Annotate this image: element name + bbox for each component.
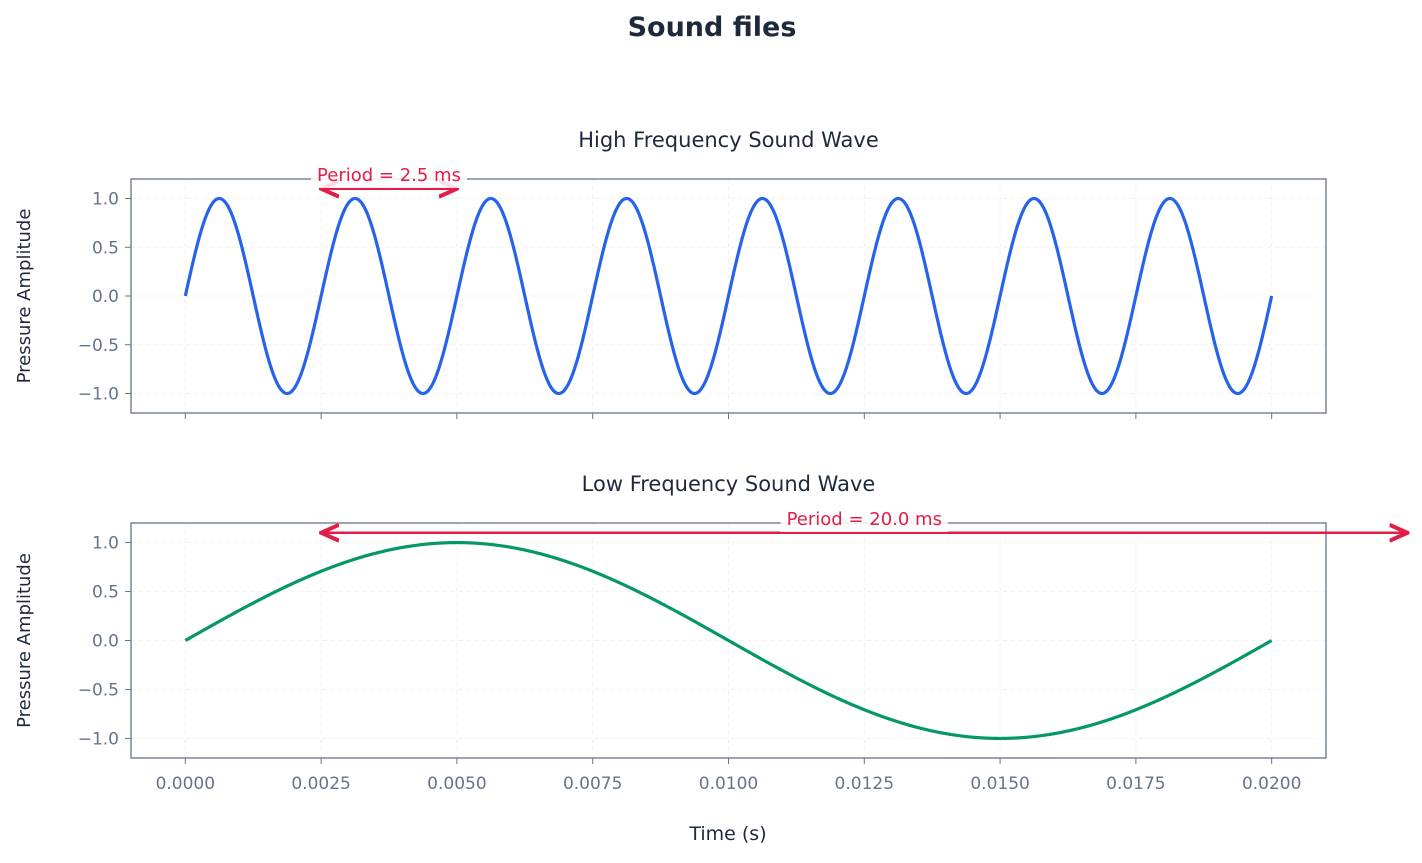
x-tick-label: 0.0075 <box>563 774 622 794</box>
x-tick-label: 0.0050 <box>427 774 486 794</box>
y-tick-label: −0.5 <box>78 680 119 700</box>
period-label: Period = 2.5 ms <box>317 165 461 186</box>
x-tick-label: 0.0175 <box>1106 774 1165 794</box>
y-tick-label: 0.0 <box>92 287 119 307</box>
period-label-background <box>311 163 467 188</box>
y-tick-label: 0.5 <box>92 238 119 258</box>
x-tick-label: 0.0000 <box>156 774 215 794</box>
panel-low-frequency: Low Frequency Sound Wave Pressure Amplitu… <box>14 472 1407 794</box>
x-tick-label: 0.0025 <box>291 774 350 794</box>
x-tick-label: 0.0100 <box>699 774 758 794</box>
y-axis-label: Pressure Amplitude <box>14 553 35 728</box>
x-tick-label: 0.0125 <box>835 774 894 794</box>
wave-line <box>183 196 1274 396</box>
y-tick-label: 1.0 <box>92 534 119 554</box>
y-tick-label: 0.0 <box>92 632 119 652</box>
period-label-background <box>780 507 948 532</box>
panel-title: High Frequency Sound Wave <box>578 128 879 152</box>
panel-title: Low Frequency Sound Wave <box>582 472 876 496</box>
y-tick-label: −1.0 <box>78 385 119 405</box>
y-tick-label: 1.0 <box>92 190 119 210</box>
x-tick-label: 0.0150 <box>970 774 1029 794</box>
y-tick-label: −0.5 <box>78 336 119 356</box>
y-tick-label: −1.0 <box>78 729 119 749</box>
x-tick-label: 0.0200 <box>1242 774 1301 794</box>
y-tick-label: 0.5 <box>92 583 119 603</box>
panel-high-frequency: High Frequency Sound Wave Pressure Amplit… <box>14 128 1327 419</box>
period-label: Period = 20.0 ms <box>787 509 942 530</box>
y-axis-label: Pressure Amplitude <box>14 209 35 384</box>
axes-frame <box>130 178 1327 414</box>
wave-line <box>184 540 1273 741</box>
x-axis-label: Time (s) <box>688 823 766 845</box>
figure-title: Sound files <box>628 12 797 43</box>
